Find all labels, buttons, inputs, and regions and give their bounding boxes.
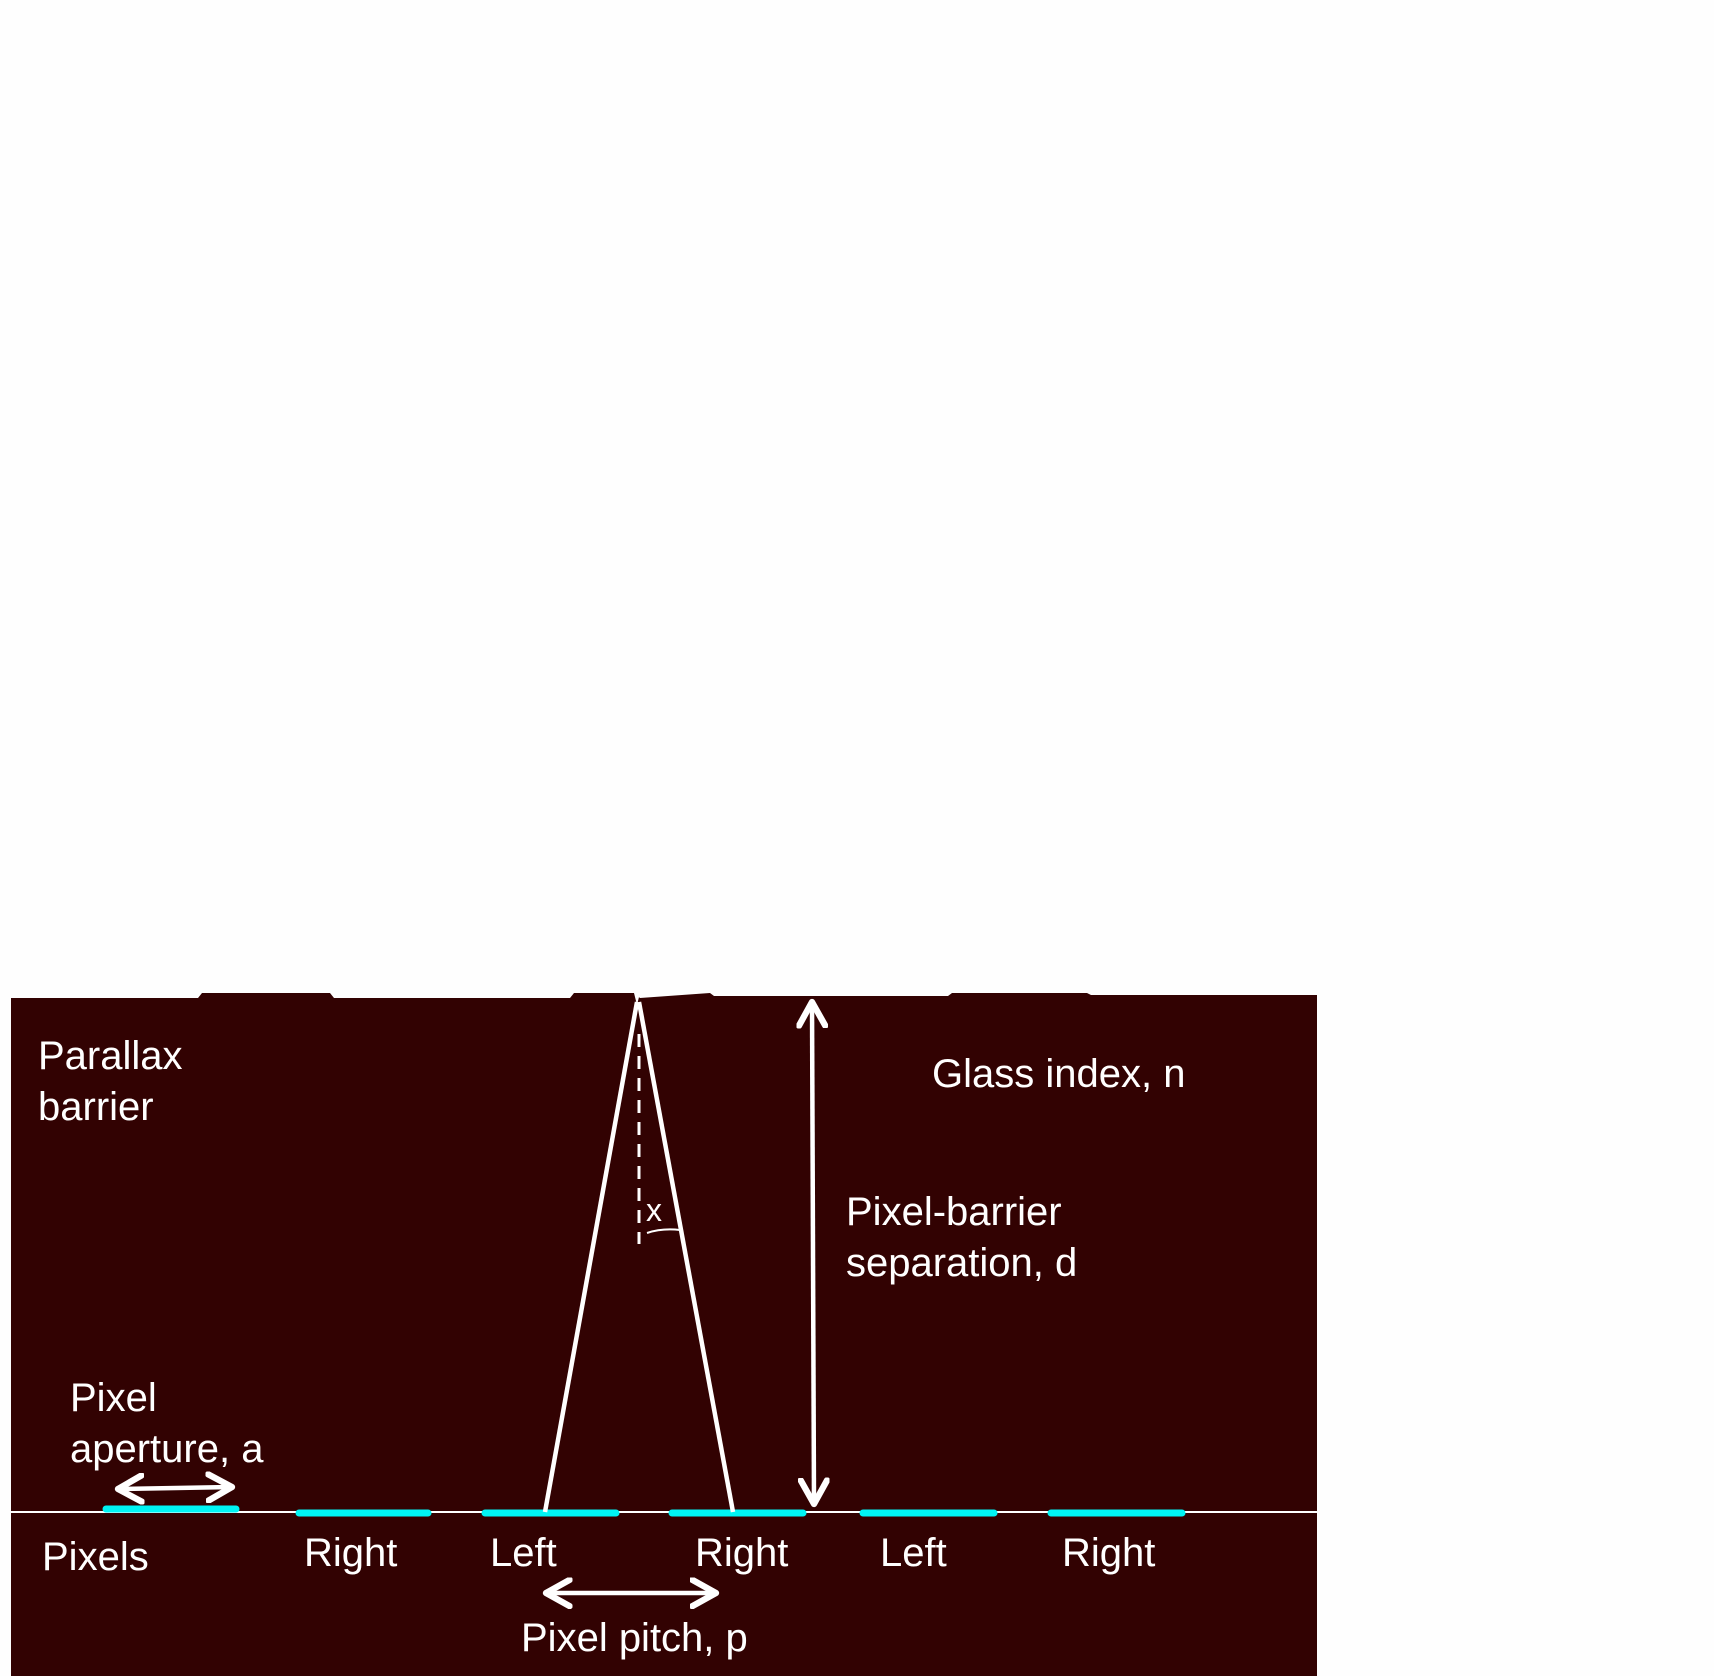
ray-left-pixel bbox=[542, 1001, 640, 1513]
parallax-barrier-label-line1: Parallax bbox=[38, 1034, 183, 1078]
aperture-label-line2: aperture, a bbox=[70, 1427, 264, 1471]
pixel-label-left-2: Left bbox=[880, 1531, 947, 1575]
pixel-label-right-1: Right bbox=[304, 1531, 398, 1575]
parallax-barrier-label-line2: barrier bbox=[38, 1085, 154, 1129]
barrier-slit bbox=[634, 993, 640, 1005]
pixel-label-right-2: Right bbox=[695, 1531, 789, 1575]
angle-arc bbox=[646, 1228, 681, 1234]
glass-panel bbox=[11, 993, 1317, 1676]
glass-index-label: Glass index, n bbox=[932, 1052, 1186, 1096]
ray-right-pixel bbox=[636, 1001, 736, 1513]
separation-arrow bbox=[812, 1002, 814, 1504]
aperture-arrow bbox=[118, 1487, 232, 1489]
separation-label-line2: separation, d bbox=[846, 1241, 1078, 1285]
pixels-label: Pixels bbox=[42, 1535, 149, 1579]
pixel-label-right-3: Right bbox=[1062, 1531, 1156, 1575]
pixel-pitch-label: Pixel pitch, p bbox=[521, 1616, 748, 1660]
pixel-label-left-1: Left bbox=[490, 1531, 557, 1575]
separation-label-line1: Pixel-barrier bbox=[846, 1190, 1062, 1234]
aperture-label-line1: Pixel bbox=[70, 1376, 157, 1420]
angle-label: x bbox=[646, 1192, 662, 1228]
